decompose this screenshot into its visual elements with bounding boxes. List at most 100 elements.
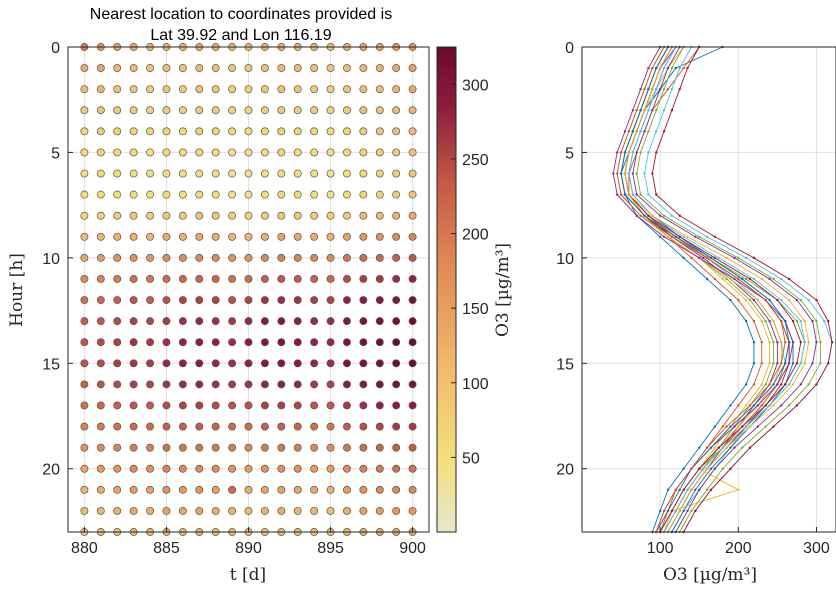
scatter-point bbox=[178, 253, 187, 262]
day-profile-point bbox=[737, 404, 740, 407]
scatter-point bbox=[408, 338, 417, 347]
day-profile-point bbox=[807, 341, 810, 344]
scatter-point bbox=[408, 190, 417, 199]
day-profile-point bbox=[780, 277, 783, 281]
day-profile-point bbox=[725, 277, 728, 281]
day-profile-point bbox=[780, 298, 783, 302]
scatter-point bbox=[211, 464, 220, 473]
day-profile-point bbox=[658, 214, 662, 217]
scatter-point bbox=[343, 380, 351, 389]
scatter-point bbox=[310, 401, 319, 410]
scatter-point bbox=[129, 169, 138, 178]
scatter-point bbox=[392, 317, 401, 326]
scatter-point bbox=[80, 275, 89, 283]
scatter-point bbox=[113, 443, 122, 452]
colorbar-tick-label: 250 bbox=[462, 152, 489, 169]
day-profile-point bbox=[772, 277, 775, 281]
scatter-point bbox=[277, 422, 286, 431]
day-profile-point bbox=[784, 341, 787, 344]
scatter-point bbox=[211, 317, 220, 326]
scatter-point bbox=[392, 338, 401, 347]
scatter-point bbox=[293, 359, 302, 368]
day-profile-point bbox=[662, 109, 666, 112]
scatter-point bbox=[326, 359, 335, 368]
day-profile-point bbox=[686, 509, 689, 513]
day-profile-point bbox=[615, 193, 619, 196]
day-profile-point bbox=[643, 130, 646, 133]
day-profile-point bbox=[670, 66, 674, 70]
day-profile-point bbox=[772, 404, 775, 407]
scatter-point bbox=[244, 148, 253, 157]
day-profile-point bbox=[643, 87, 646, 91]
day-profile-point bbox=[721, 425, 724, 428]
scatter-point bbox=[343, 296, 351, 304]
scatter-point bbox=[293, 422, 302, 431]
day-profile-point bbox=[713, 425, 717, 428]
scatter-point bbox=[392, 106, 401, 115]
day-profile-point bbox=[752, 341, 756, 344]
scatter-point bbox=[260, 401, 269, 410]
day-profile-point bbox=[639, 87, 642, 91]
day-profile-point bbox=[776, 341, 779, 344]
day-profile-point bbox=[787, 362, 791, 365]
day-profile-point bbox=[709, 446, 713, 449]
scatter-point bbox=[113, 485, 122, 494]
scatter-point bbox=[129, 64, 138, 73]
scatter-point bbox=[228, 506, 237, 515]
day-profile-point bbox=[647, 109, 650, 112]
scatter-point bbox=[392, 506, 401, 515]
scatter-point bbox=[293, 85, 302, 94]
day-profile-point bbox=[686, 235, 689, 238]
scatter-point bbox=[178, 275, 187, 283]
scatter-point bbox=[359, 106, 368, 115]
day-profile-point bbox=[674, 509, 677, 513]
scatter-point bbox=[228, 148, 237, 157]
scatter-point bbox=[277, 64, 286, 73]
scatter-point bbox=[359, 85, 368, 94]
day-profile-point bbox=[795, 404, 799, 407]
day-profile-point bbox=[752, 298, 756, 302]
day-profile-point bbox=[772, 362, 775, 365]
line-y-tick-label: 20 bbox=[556, 462, 574, 479]
day-profile-point bbox=[752, 383, 756, 386]
day-profile-point bbox=[701, 467, 705, 470]
day-profile-point bbox=[635, 172, 638, 175]
scatter-point bbox=[178, 401, 187, 410]
y-axis-label: Hour [h] bbox=[7, 253, 27, 327]
line-ticks: 100 200 300 0 5 10 15 20 bbox=[556, 40, 830, 557]
scatter-point bbox=[162, 85, 171, 94]
scatter-point bbox=[244, 422, 253, 431]
day-profile-point bbox=[639, 193, 642, 196]
scatter-point bbox=[375, 190, 384, 199]
scatter-point bbox=[244, 127, 253, 136]
day-profile-point bbox=[760, 404, 763, 407]
line-y-tick-label: 0 bbox=[565, 40, 574, 57]
day-profile-point bbox=[729, 298, 732, 302]
day-profile-point bbox=[635, 214, 638, 217]
scatter-point bbox=[392, 443, 401, 452]
scatter-point bbox=[277, 338, 286, 347]
x-axis-label: t [d] bbox=[230, 565, 266, 585]
scatter-point bbox=[293, 506, 302, 515]
scatter-point bbox=[113, 127, 122, 136]
scatter-point bbox=[359, 253, 368, 262]
scatter-point bbox=[359, 380, 368, 389]
scatter-point bbox=[375, 275, 384, 283]
day-profile-point bbox=[791, 341, 795, 344]
scatter-point bbox=[178, 190, 187, 199]
scatter-point bbox=[244, 64, 253, 73]
scatter-point bbox=[195, 317, 204, 326]
day-profile-point bbox=[729, 446, 732, 449]
scatter-point bbox=[359, 148, 368, 157]
day-profile-point bbox=[725, 256, 728, 260]
day-profile-point bbox=[741, 277, 744, 281]
scatter-point bbox=[211, 127, 220, 136]
scatter-point bbox=[244, 401, 253, 410]
day-profile-point bbox=[631, 130, 634, 133]
day-profile-point bbox=[768, 383, 771, 386]
scatter-point bbox=[162, 64, 171, 73]
day-profile-point bbox=[635, 130, 638, 133]
scatter-point bbox=[80, 359, 89, 368]
scatter-point bbox=[293, 380, 302, 389]
